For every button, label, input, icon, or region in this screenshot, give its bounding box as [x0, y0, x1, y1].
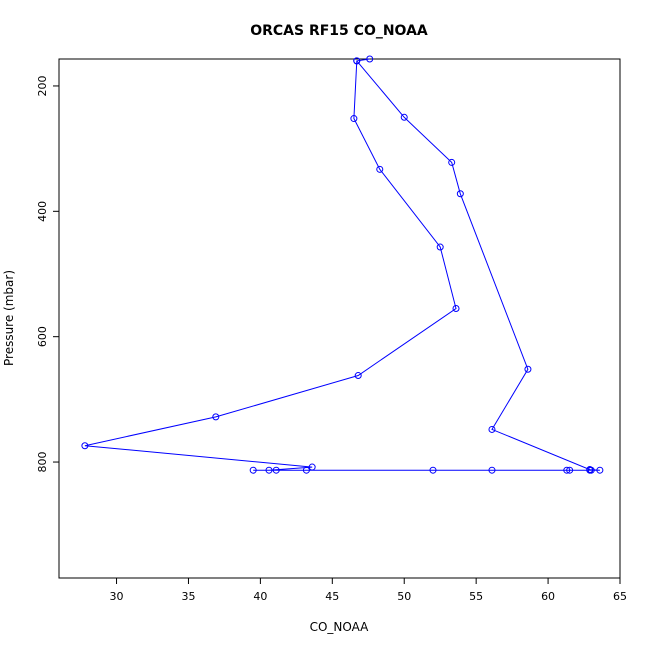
x-tick-label: 50	[397, 590, 411, 603]
x-axis: 30 35 40 45 50 55 60 65	[110, 578, 627, 603]
data-point	[488, 466, 496, 474]
series-layer	[81, 55, 604, 474]
y-tick-label: 800	[36, 452, 49, 473]
data-point	[81, 442, 89, 450]
data-point	[452, 304, 460, 312]
data-point	[354, 372, 362, 380]
x-tick-label: 45	[325, 590, 339, 603]
data-point	[376, 165, 384, 173]
y-tick-label: 400	[36, 201, 49, 222]
data-point	[456, 190, 464, 198]
data-point	[350, 115, 358, 123]
data-point	[524, 365, 532, 373]
data-point	[436, 243, 444, 251]
y-tick-label: 200	[36, 75, 49, 96]
data-point	[400, 113, 408, 121]
x-tick-label: 60	[541, 590, 555, 603]
y-axis-label: Pressure (mbar)	[2, 270, 16, 366]
x-tick-label: 55	[469, 590, 483, 603]
chart-title: ORCAS RF15 CO_NOAA	[250, 23, 428, 39]
data-point	[308, 463, 316, 471]
data-point	[566, 466, 574, 474]
data-point	[212, 413, 220, 421]
data-point	[265, 466, 273, 474]
series-line	[84, 58, 600, 471]
x-tick-label: 40	[253, 590, 267, 603]
data-point	[353, 57, 361, 65]
data-point	[429, 466, 437, 474]
plot-area	[58, 58, 621, 579]
data-point	[563, 466, 571, 474]
data-point	[488, 425, 496, 433]
data-point	[302, 466, 310, 474]
data-point	[586, 466, 594, 474]
x-axis-label: CO_NOAA	[310, 620, 370, 634]
data-point	[366, 55, 374, 63]
x-tick-label: 35	[181, 590, 195, 603]
data-point	[596, 466, 604, 474]
x-tick-label: 30	[110, 590, 124, 603]
data-point	[272, 466, 280, 474]
y-tick-label: 600	[36, 326, 49, 347]
data-point	[448, 158, 456, 166]
y-axis: 200 400 600 800	[36, 75, 59, 473]
data-point	[249, 466, 257, 474]
x-tick-label: 65	[613, 590, 627, 603]
